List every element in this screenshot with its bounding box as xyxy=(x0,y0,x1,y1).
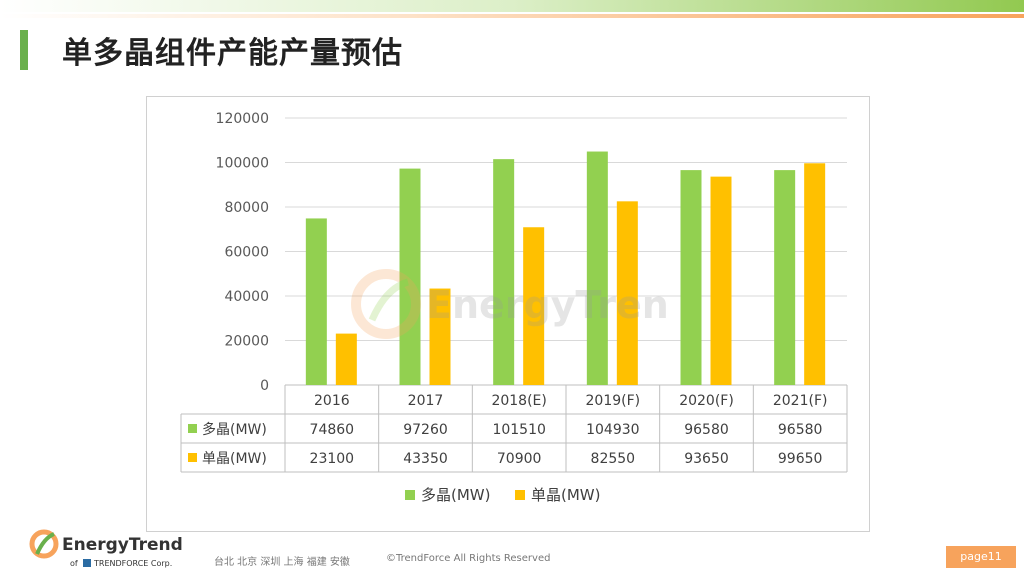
y-tick-label: 0 xyxy=(260,378,269,394)
bar-poly xyxy=(680,170,702,385)
y-tick-label: 80000 xyxy=(224,200,269,216)
data-label: 96580 xyxy=(778,422,823,438)
top-gradient-strip xyxy=(0,0,1024,18)
logo-text: EnergyTrend xyxy=(62,535,183,555)
data-label: 82550 xyxy=(591,451,636,467)
bar-mono xyxy=(710,176,732,385)
watermark-logo: EnergyTrend xyxy=(351,269,670,339)
footer-cities: 台北 北京 深圳 上海 福建 安徽 xyxy=(214,557,350,568)
page-title: 单多晶组件产能产量预估 xyxy=(62,36,403,71)
data-label: 93650 xyxy=(684,451,729,467)
data-label: 99650 xyxy=(778,451,823,467)
data-label: 101510 xyxy=(492,422,545,438)
data-label: 74860 xyxy=(310,422,355,438)
bar-poly xyxy=(586,151,608,385)
legend-label: 单晶(MW) xyxy=(531,486,600,504)
logo-sub-prefix: of xyxy=(70,559,78,568)
data-label: 70900 xyxy=(497,451,542,467)
x-tick-label: 2021(F) xyxy=(773,393,828,409)
y-tick-label: 40000 xyxy=(224,289,269,305)
legend-label: 多晶(MW) xyxy=(421,486,490,504)
data-label: 97260 xyxy=(403,422,448,438)
page-number-badge: page11 xyxy=(946,546,1016,568)
data-label: 104930 xyxy=(586,422,639,438)
table-series-label: 单晶(MW) xyxy=(202,451,267,467)
y-tick-label: 120000 xyxy=(216,111,269,127)
x-tick-label: 2017 xyxy=(408,393,444,409)
x-tick-label: 2016 xyxy=(314,393,350,409)
bar-mono xyxy=(523,227,545,385)
chart-frame: 0 20000 40000 60000 80000 100000 120000 2016 201… xyxy=(146,96,870,532)
bar-poly xyxy=(399,168,421,385)
bar-poly xyxy=(305,218,327,385)
bar-mono xyxy=(335,333,357,385)
watermark-text: EnergyTrend xyxy=(426,283,670,327)
bar-poly xyxy=(774,170,796,385)
bar-mono xyxy=(429,288,451,385)
bar-chart: 0 20000 40000 60000 80000 100000 120000 2016 201… xyxy=(180,111,848,504)
table-series-label: 多晶(MW) xyxy=(202,421,267,438)
y-tick-label: 20000 xyxy=(224,334,269,350)
x-tick-label: 2018(E) xyxy=(491,393,546,409)
legend-swatch xyxy=(515,490,525,500)
x-tick-label: 2020(F) xyxy=(679,393,734,409)
bar-mono xyxy=(804,163,826,385)
bar-mono xyxy=(616,201,638,385)
legend-swatch xyxy=(405,490,415,500)
bar-poly xyxy=(493,159,515,385)
table-legend-key xyxy=(188,453,197,462)
table-legend-key xyxy=(188,424,197,433)
x-tick-label: 2019(F) xyxy=(586,393,641,409)
data-label: 23100 xyxy=(310,451,355,467)
title-accent-bar xyxy=(20,30,28,70)
company-logo: EnergyTrend of TRENDFORCE Corp. xyxy=(28,528,198,572)
data-label: 96580 xyxy=(684,422,729,438)
logo-sub-text: TRENDFORCE Corp. xyxy=(93,559,172,568)
data-label: 43350 xyxy=(403,451,448,467)
footer-copyright: ©TrendForce All Rights Reserved xyxy=(386,553,551,564)
y-tick-label: 60000 xyxy=(224,245,269,261)
y-tick-label: 100000 xyxy=(216,156,269,172)
